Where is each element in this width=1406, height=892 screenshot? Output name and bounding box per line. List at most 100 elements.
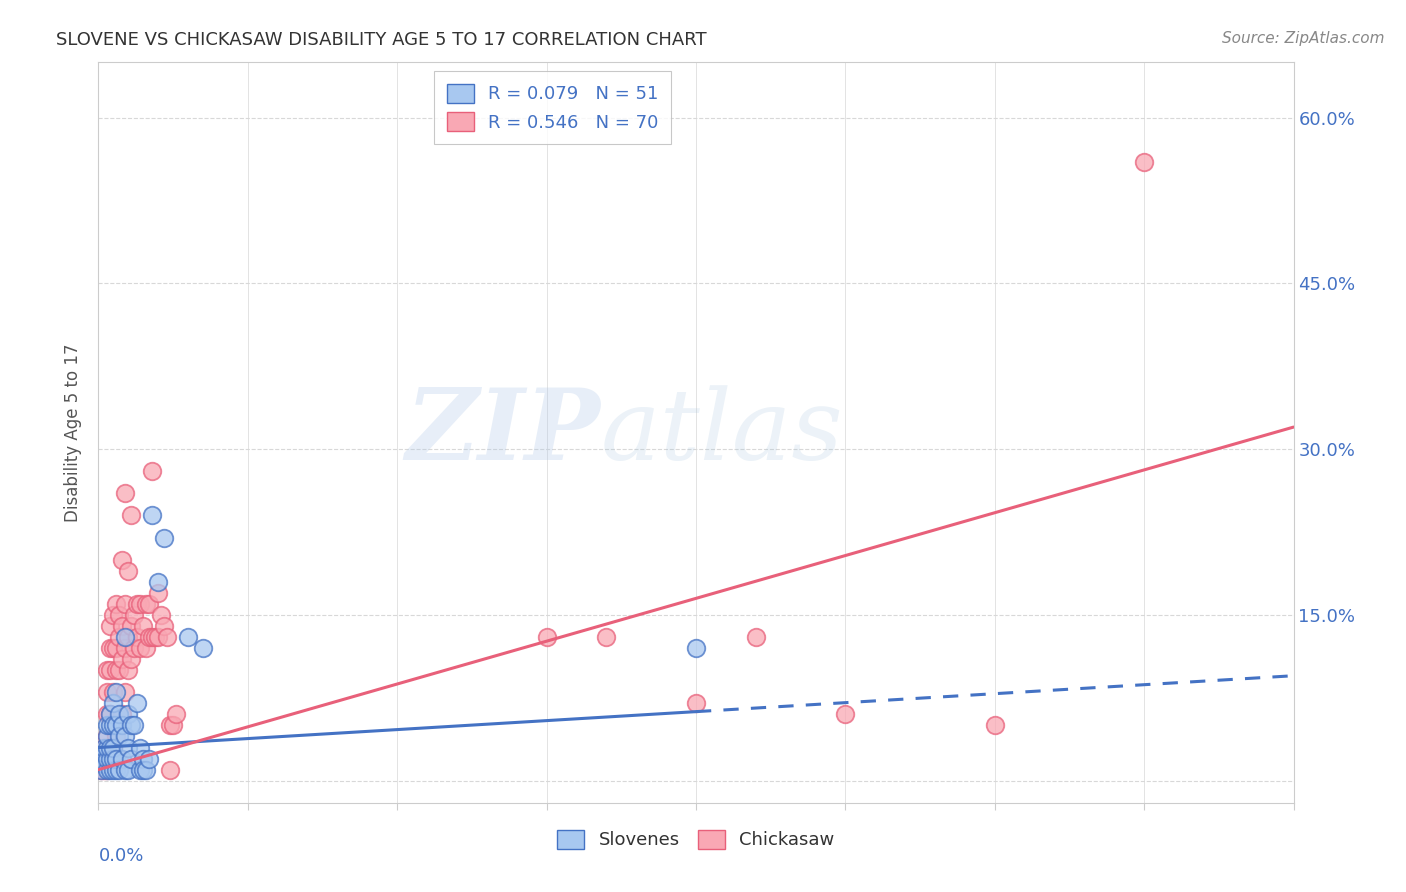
Point: [148, 574, 170, 589]
Point: [153, 619, 176, 633]
Point: [98, 619, 122, 633]
Point: [114, 685, 136, 699]
Point: [98, 641, 122, 656]
Point: [93, 757, 115, 772]
Point: [98, 718, 122, 732]
Point: [93, 751, 115, 765]
Point: [90, 763, 112, 777]
Legend: Slovenes, Chickasaw: Slovenes, Chickasaw: [550, 823, 842, 856]
Point: [111, 552, 134, 566]
Point: [96, 730, 118, 744]
Point: [103, 685, 125, 699]
Point: [120, 751, 142, 765]
Point: [103, 763, 125, 777]
Point: [141, 464, 163, 478]
Point: [96, 685, 118, 699]
Point: [98, 707, 122, 722]
Point: [165, 707, 187, 722]
Point: [159, 763, 181, 777]
Point: [124, 607, 146, 622]
Point: [111, 718, 134, 732]
Y-axis label: Disability Age 5 to 17: Disability Age 5 to 17: [65, 343, 83, 522]
Point: [114, 763, 136, 777]
Point: [1133, 154, 1156, 169]
Point: [98, 740, 122, 755]
Point: [98, 751, 122, 765]
Point: [96, 763, 118, 777]
Point: [114, 597, 136, 611]
Point: [93, 746, 115, 760]
Point: [143, 630, 166, 644]
Point: [132, 763, 155, 777]
Point: [117, 740, 139, 755]
Text: 0.0%: 0.0%: [98, 847, 143, 865]
Point: [111, 619, 134, 633]
Point: [117, 663, 139, 677]
Point: [108, 663, 131, 677]
Point: [90, 751, 112, 765]
Point: [111, 707, 134, 722]
Point: [129, 641, 152, 656]
Point: [96, 663, 118, 677]
Point: [132, 751, 155, 765]
Point: [93, 763, 115, 777]
Point: [108, 607, 131, 622]
Point: [120, 508, 142, 523]
Point: [105, 718, 128, 732]
Point: [111, 652, 134, 666]
Point: [138, 630, 160, 644]
Point: [98, 751, 122, 765]
Point: [159, 718, 181, 732]
Point: [834, 707, 856, 722]
Point: [117, 707, 139, 722]
Point: [114, 730, 136, 744]
Point: [103, 718, 125, 732]
Point: [135, 641, 157, 656]
Point: [120, 619, 142, 633]
Point: [111, 751, 134, 765]
Point: [96, 718, 118, 732]
Point: [129, 597, 152, 611]
Point: [103, 740, 125, 755]
Point: [114, 641, 136, 656]
Point: [129, 740, 152, 755]
Point: [129, 763, 152, 777]
Point: [105, 730, 128, 744]
Point: [117, 763, 139, 777]
Point: [135, 597, 157, 611]
Point: [114, 630, 136, 644]
Text: SLOVENE VS CHICKASAW DISABILITY AGE 5 TO 17 CORRELATION CHART: SLOVENE VS CHICKASAW DISABILITY AGE 5 TO…: [56, 31, 707, 49]
Point: [93, 740, 115, 755]
Point: [105, 663, 128, 677]
Point: [103, 751, 125, 765]
Point: [105, 751, 128, 765]
Point: [536, 630, 558, 644]
Point: [162, 718, 184, 732]
Point: [148, 630, 170, 644]
Point: [105, 641, 128, 656]
Text: atlas: atlas: [600, 385, 844, 480]
Point: [103, 740, 125, 755]
Point: [108, 730, 131, 744]
Point: [98, 663, 122, 677]
Point: [148, 586, 170, 600]
Point: [141, 630, 163, 644]
Point: [96, 740, 118, 755]
Point: [105, 763, 128, 777]
Point: [127, 697, 149, 711]
Point: [124, 641, 146, 656]
Point: [127, 597, 149, 611]
Point: [191, 641, 214, 656]
Point: [98, 763, 122, 777]
Point: [120, 652, 142, 666]
Point: [103, 641, 125, 656]
Point: [108, 751, 131, 765]
Point: [138, 751, 160, 765]
Point: [685, 697, 707, 711]
Point: [114, 486, 136, 500]
Point: [108, 763, 131, 777]
Point: [984, 718, 1007, 732]
Point: [595, 630, 617, 644]
Point: [108, 630, 131, 644]
Point: [141, 508, 163, 523]
